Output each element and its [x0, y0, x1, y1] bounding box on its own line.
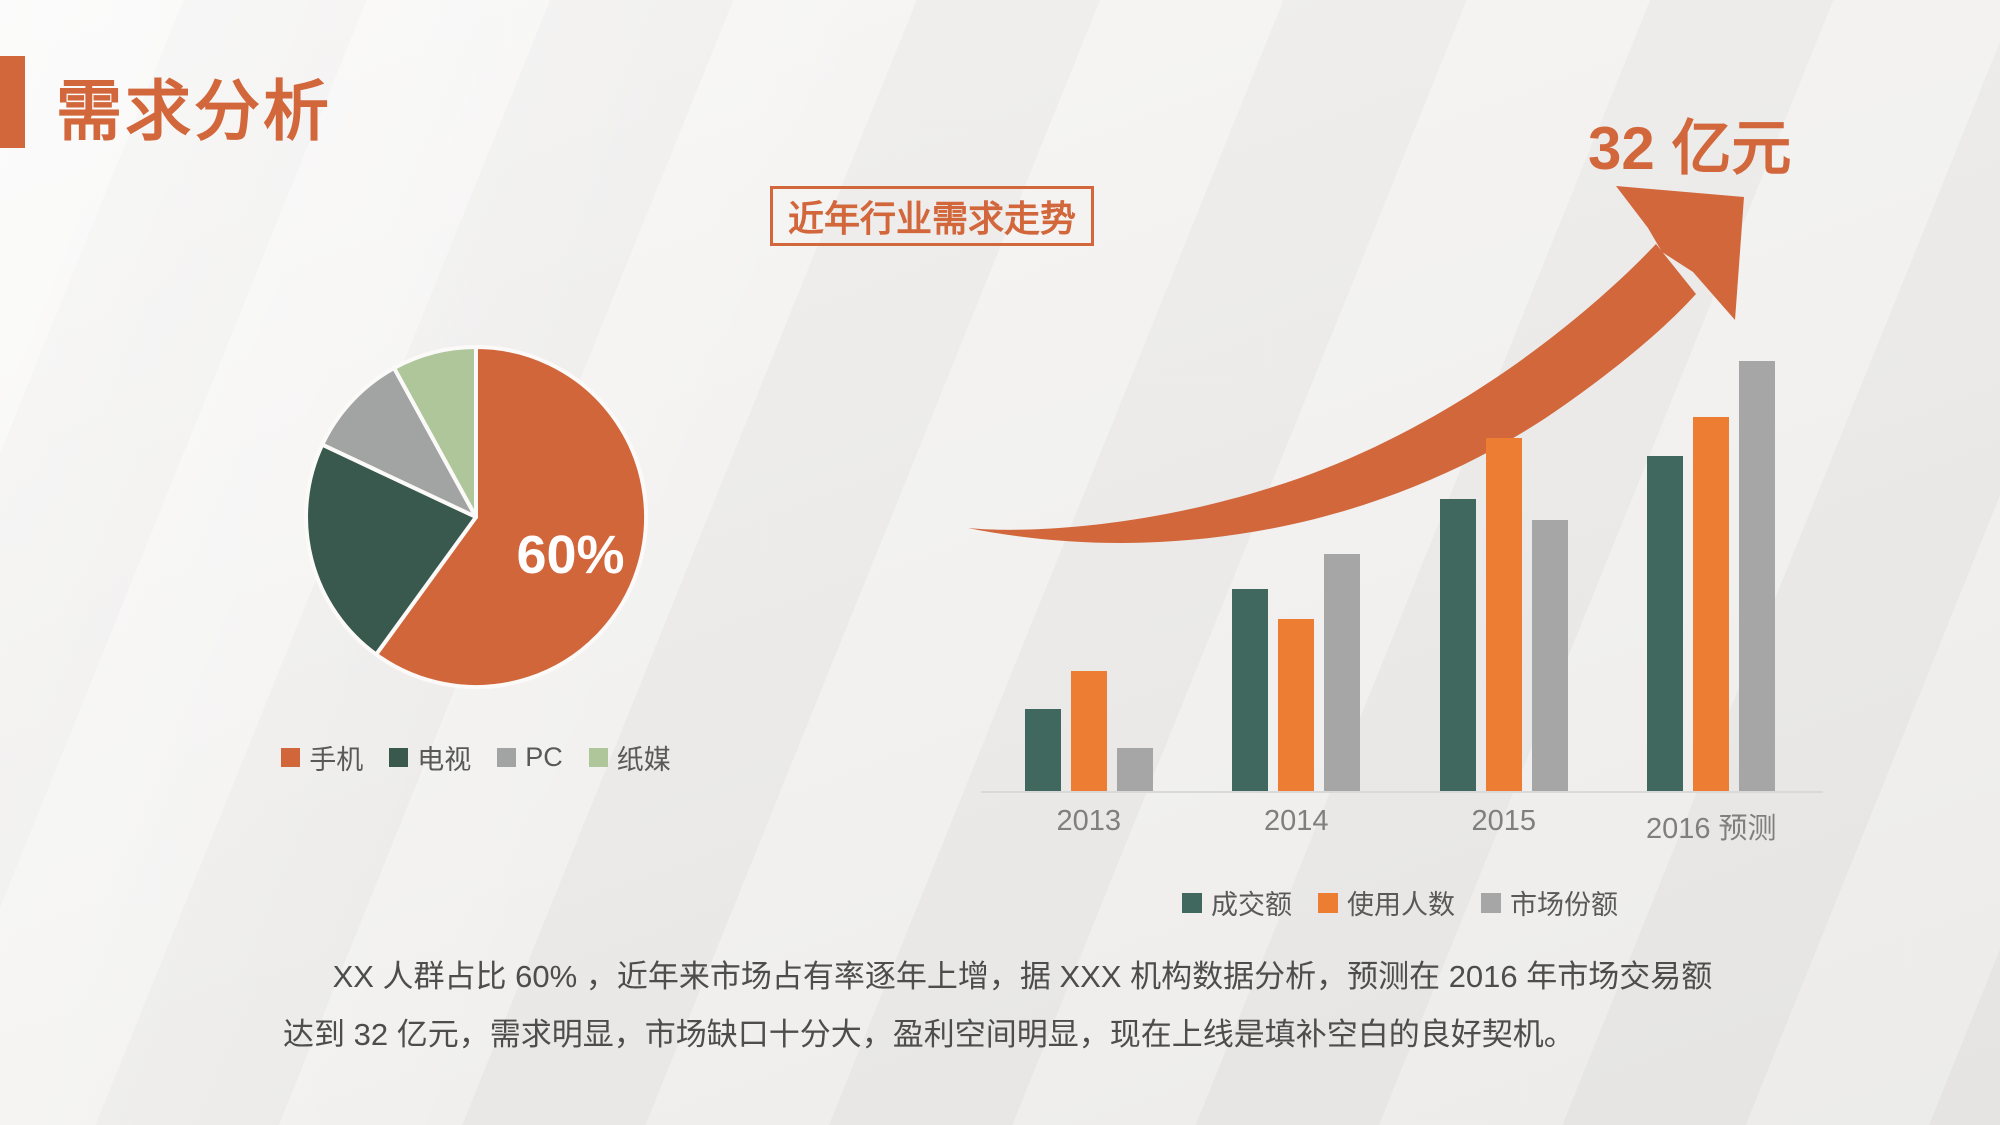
page-title: 需求分析 — [56, 74, 332, 148]
legend-item: 成交额 — [1182, 883, 1292, 922]
bar-成交额 — [1647, 456, 1684, 791]
legend-swatch — [588, 748, 608, 767]
bar-使用人数 — [1693, 417, 1730, 791]
legend-label: 使用人数 — [1347, 890, 1455, 920]
legend-item: 手机 — [281, 738, 363, 777]
bar-市场份额 — [1531, 520, 1568, 791]
bar-column-2013: 2013 — [1024, 361, 1153, 847]
legend-swatch — [1318, 892, 1338, 913]
bar-group — [1024, 361, 1153, 791]
x-axis-label: 2015 — [1471, 805, 1536, 837]
legend-swatch — [281, 748, 301, 767]
bar-group — [1647, 361, 1776, 791]
pie-chart: 60% 手机 电视 PC 纸媒 — [281, 342, 671, 777]
x-axis-line — [981, 791, 1823, 793]
bar-市场份额 — [1116, 748, 1153, 791]
bar-chart: 2013 2014 2015 2016 预测 成交额 使用人数 市场份额 — [981, 361, 1823, 922]
pie-slice-3 — [392, 344, 478, 519]
bar-使用人数 — [1278, 619, 1315, 791]
x-axis-label: 2016 预测 — [1645, 813, 1777, 845]
body-text: XX 人群占比 60% ，近年来市场占有率逐年上增，据 XXX 机构数据分析，预… — [283, 959, 1713, 1052]
bar-group — [1232, 361, 1361, 791]
pie-slice-0 — [374, 345, 649, 689]
pie-slice-2 — [320, 366, 478, 519]
pie-data-label: 60% — [516, 525, 625, 586]
trend-chart-title-box: 近年行业需求走势 — [770, 186, 1094, 246]
bar-市场份额 — [1739, 361, 1776, 791]
bar-column-2015: 2015 — [1439, 361, 1568, 847]
bar-column-2016 预测: 2016 预测 — [1645, 361, 1777, 847]
legend-label: 电视 — [417, 745, 472, 775]
pie-chart-svg — [304, 344, 649, 689]
bar-group — [1439, 361, 1568, 791]
x-axis-label: 2014 — [1263, 805, 1329, 837]
legend-label: PC — [525, 742, 563, 772]
legend-swatch — [497, 748, 517, 767]
growth-arrow-icon — [968, 186, 1744, 543]
legend-label: 手机 — [309, 745, 364, 775]
highlight-value: 32 亿元 — [1588, 115, 1792, 182]
legend-label: 纸媒 — [616, 745, 671, 775]
bar-使用人数 — [1485, 438, 1522, 791]
bar-成交额 — [1232, 589, 1269, 791]
legend-item: 市场份额 — [1481, 883, 1618, 922]
bar-市场份额 — [1324, 554, 1361, 791]
bar-成交额 — [1439, 499, 1476, 791]
bar-成交额 — [1024, 709, 1061, 791]
bar-column-2014: 2014 — [1232, 361, 1361, 847]
bar-legend: 成交额 使用人数 市场份额 — [985, 883, 1815, 922]
legend-swatch — [389, 748, 409, 767]
x-axis-label: 2013 — [1056, 805, 1121, 837]
legend-item: 电视 — [389, 738, 471, 777]
pie-legend: 手机 电视 PC 纸媒 — [281, 738, 671, 777]
legend-item: 使用人数 — [1318, 883, 1455, 922]
legend-label: 成交额 — [1211, 890, 1292, 920]
legend-swatch — [1481, 892, 1501, 913]
bar-使用人数 — [1070, 671, 1107, 791]
trend-chart-title: 近年行业需求走势 — [787, 198, 1076, 239]
legend-item: PC — [497, 742, 563, 773]
legend-swatch — [1182, 892, 1202, 913]
bar-plot-area: 2013 2014 2015 2016 预测 — [981, 361, 1823, 847]
legend-label: 市场份额 — [1510, 890, 1618, 920]
legend-item: 纸媒 — [588, 738, 671, 777]
title-accent-bar — [0, 56, 25, 148]
